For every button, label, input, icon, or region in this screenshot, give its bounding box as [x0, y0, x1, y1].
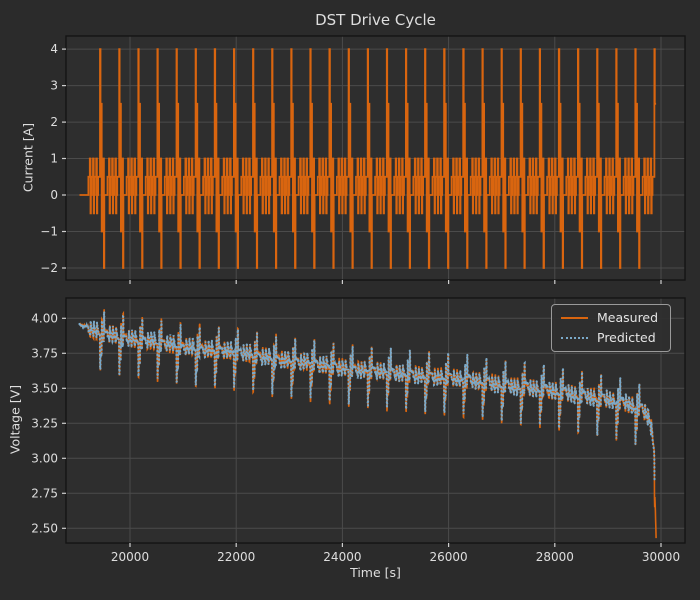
y-tick-label: 3.25 [31, 416, 58, 430]
current-series-path [79, 48, 657, 269]
y-tick-label: 4.00 [31, 311, 58, 325]
y-tick-label: 3.75 [31, 346, 58, 360]
y-tick-label: 4 [50, 42, 58, 56]
legend-label-measured: Measured [597, 310, 659, 325]
y-tick-label: 2.75 [31, 486, 58, 500]
x-tick-label: 28000 [536, 550, 574, 564]
x-tick-label: 26000 [430, 550, 468, 564]
y-tick-label: −2 [40, 261, 58, 275]
legend-label-predicted: Predicted [597, 329, 656, 345]
y-tick-label: 3 [50, 79, 58, 93]
predicted-series-path [78, 311, 658, 481]
predicted-line-sample [561, 336, 588, 339]
y-tick-label: −1 [40, 225, 58, 239]
x-tick-label: 30000 [642, 550, 680, 564]
y-tick-label: 0 [50, 188, 58, 202]
legend-item-predicted: Predicted [561, 329, 658, 345]
y-tick-label: 3.00 [31, 451, 58, 465]
x-tick-label: 24000 [323, 550, 361, 564]
x-tick-label: 22000 [217, 550, 255, 564]
x-tick-label: 20000 [111, 550, 149, 564]
y-tick-label: 2 [50, 115, 58, 129]
measured-line-sample [561, 316, 588, 319]
voltage-axis-label: Voltage [V] [7, 384, 23, 455]
chart-title: DST Drive Cycle [315, 11, 436, 29]
legend-item-measured: Measured [561, 311, 658, 325]
y-tick-label: 3.50 [31, 381, 58, 395]
bottom-axes-spine [65, 297, 686, 544]
legend: Measured Predicted [551, 304, 672, 352]
time-axis-label: Time [s] [350, 565, 401, 580]
y-tick-label: 1 [50, 152, 58, 166]
y-tick-label: 2.50 [31, 521, 58, 535]
current-axis-label: Current [A] [20, 122, 36, 193]
